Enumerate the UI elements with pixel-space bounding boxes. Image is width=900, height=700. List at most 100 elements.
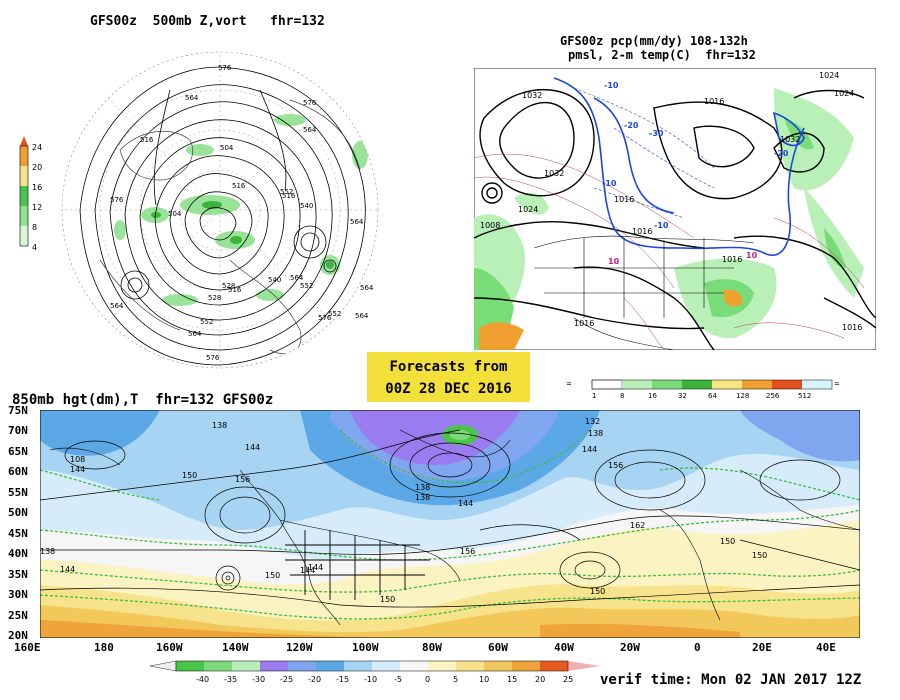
banner-line2: 00Z 28 DEC 2016 xyxy=(385,381,512,397)
colorbar-swatch xyxy=(260,661,288,671)
colorbar-label: 128 xyxy=(736,392,749,400)
colorbar-swatch xyxy=(652,380,682,389)
colorbar-label: 0 xyxy=(425,675,430,684)
pressure-label: 1016 xyxy=(704,97,724,106)
pressure-label-group: 1032 1024 1016 1024 1032 1016 1008 1016 … xyxy=(480,71,862,332)
pressure-label: 1024 xyxy=(819,71,839,80)
colorbar-label: -15 xyxy=(336,675,349,684)
temp-label-group: -10 -20 -30 -20 -10 10 -10 10 xyxy=(602,81,789,266)
panel2-temp-contours-warm xyxy=(474,153,865,350)
panel1-colorbar: 24 20 16 12 8 4 xyxy=(19,136,42,252)
colorbar-label: 25 xyxy=(563,675,573,684)
panel2-map: 1032 1024 1016 1024 1032 1016 1008 1016 … xyxy=(474,68,876,350)
height-label: 150 xyxy=(720,537,735,546)
vorticity-shading xyxy=(114,114,368,306)
contour-label: 576 xyxy=(318,314,332,322)
colorbar-swatch xyxy=(428,661,456,671)
temperature-shading xyxy=(40,410,860,638)
lat-label: 50N xyxy=(8,506,28,519)
contour-label: 540 xyxy=(300,202,313,210)
height-label: 150 xyxy=(752,551,767,560)
contour-label: 528 xyxy=(208,294,221,302)
lat-label: 70N xyxy=(8,424,28,437)
lat-label: 40N xyxy=(8,547,28,560)
height-label: 144 xyxy=(300,566,315,575)
pressure-label: 1016 xyxy=(614,195,634,204)
colorbar-label: 16 xyxy=(32,183,42,192)
pressure-label: 1024 xyxy=(518,205,538,214)
height-label: 144 xyxy=(245,443,260,452)
height-label: 150 xyxy=(380,595,395,604)
colorbar-swatch xyxy=(204,661,232,671)
colorbar-label: 20 xyxy=(32,163,42,172)
colorbar-swatch xyxy=(712,380,742,389)
colorbar-label: 256 xyxy=(766,392,780,400)
lon-label: 140W xyxy=(222,641,249,654)
height-label: 138 xyxy=(40,547,55,556)
colorbar-label: 32 xyxy=(678,392,687,400)
colorbar-swatch xyxy=(682,380,712,389)
colorbar-label: 20 xyxy=(535,675,545,684)
pressure-label: 1016 xyxy=(842,323,862,332)
height-label: 156 xyxy=(608,461,623,470)
colorbar-label: 512 xyxy=(798,392,811,400)
panel3-map: 138 108 144 144 150 156 144 138 138 144 … xyxy=(40,410,860,638)
colorbar-swatch xyxy=(512,661,540,671)
lon-label: 160E xyxy=(14,641,41,654)
height-label: 144 xyxy=(458,499,473,508)
pressure-label: 1016 xyxy=(574,319,594,328)
contour-label: 516 xyxy=(140,136,154,144)
height-label: 108 xyxy=(70,455,85,464)
banner-line1: Forecasts from xyxy=(389,359,508,375)
colorbar-label: 64 xyxy=(708,392,717,400)
height-label: 156 xyxy=(460,547,475,556)
colorbar-swatch xyxy=(742,380,772,389)
colorbar-swatch xyxy=(176,661,204,671)
height-label: 150 xyxy=(265,571,280,580)
contour-label: 552 xyxy=(328,310,341,318)
colorbar-swatch xyxy=(20,146,28,166)
height-label: 150 xyxy=(590,587,605,596)
temp-label: -10 xyxy=(602,179,617,188)
temperature-contours xyxy=(40,429,860,620)
contour-label: 552 xyxy=(200,318,213,326)
colorbar-label: 15 xyxy=(507,675,517,684)
colorbar-label: -10 xyxy=(364,675,377,684)
colorbar-label: 12 xyxy=(32,203,42,212)
pressure-label: 1008 xyxy=(480,221,500,230)
vorticity-shading-strong xyxy=(151,201,334,269)
pmsl-isobars xyxy=(474,88,876,350)
colorbar-label: 8 xyxy=(32,223,37,232)
colorbar-swatch xyxy=(772,380,802,389)
height-label-group: 138 108 144 144 150 156 144 138 138 144 … xyxy=(40,417,767,604)
temp-label: -20 xyxy=(774,149,789,158)
height-label: 138 xyxy=(588,429,603,438)
svg-text:=: = xyxy=(834,380,840,388)
temp-label: 10 xyxy=(608,257,620,266)
colorbar-label: 16 xyxy=(648,392,657,400)
contour-label: 552 xyxy=(280,188,293,196)
panel2-boundaries xyxy=(533,235,755,350)
lon-label: 60W xyxy=(488,641,508,654)
precip-shading xyxy=(474,88,864,350)
height-label: 156 xyxy=(235,475,250,484)
colorbar-label: -35 xyxy=(224,675,237,684)
colorbar-swatch xyxy=(372,661,400,671)
contour-label: 516 xyxy=(228,286,242,294)
height-label: 144 xyxy=(60,565,75,574)
colorbar-swatch xyxy=(540,661,568,671)
temp-label: -10 xyxy=(654,221,669,230)
pressure-label: 1016 xyxy=(722,255,742,264)
lat-label: 20N xyxy=(8,629,28,642)
height-label: 138 xyxy=(415,483,430,492)
lat-label: 35N xyxy=(8,568,28,581)
contour-label: 576 xyxy=(110,196,124,204)
contour-label: 516 xyxy=(232,182,246,190)
lon-label: 20W xyxy=(620,641,640,654)
height-label: 144 xyxy=(582,445,597,454)
contour-label: 516 xyxy=(282,192,296,200)
lon-label: 20E xyxy=(752,641,772,654)
panel3-title: 850mb hgt(dm),T fhr=132 GFS00z xyxy=(12,392,274,408)
panel2-title-line1: GFS00z pcp(mm/dy) 108-132h xyxy=(560,34,748,48)
height-label: 132 xyxy=(585,417,600,426)
